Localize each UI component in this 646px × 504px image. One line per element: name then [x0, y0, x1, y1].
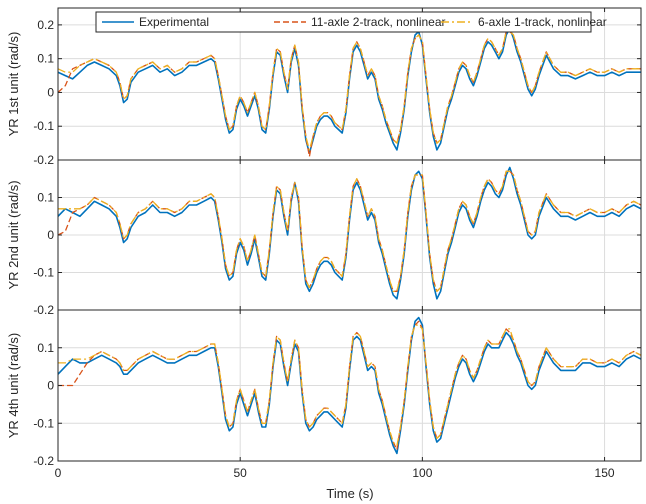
chart-panel-3: -0.2 -0.1 0 0.1 0 50 100 150 YR 4th unit (rad/s)	[6, 309, 642, 480]
chart-panels: -0.2-0.100.10.2YR 1st unit (rad/s)-0.2-0…	[6, 7, 642, 480]
chart-panel-1: -0.2 -0.1 0 0.1 0.2 YR 1st unit (rad/s)	[6, 7, 642, 167]
y-axis-label: YR 1st unit (rad/s)	[6, 32, 21, 137]
y-tick-label: 0.2	[37, 18, 54, 32]
legend-entry-label: 6-axle 1-track, nonlinear	[478, 15, 607, 29]
x-tick-label: 50	[234, 466, 248, 480]
y-tick-label: 0	[47, 85, 54, 99]
y-tick-label: -0.2	[33, 454, 54, 468]
y-axis-label: YR 2nd unit (rad/s)	[6, 180, 21, 289]
y-tick-label: 0.1	[37, 191, 54, 205]
x-tick-label: 100	[412, 466, 432, 480]
legend-box	[95, 11, 592, 33]
x-tick-label: 150	[595, 466, 615, 480]
y-tick-label: -0.2	[33, 303, 54, 317]
series-line-6-axle-1-track-nonlinear	[58, 170, 641, 292]
y-axis-label: YR 4th unit (rad/s)	[6, 333, 21, 439]
series-line-6-axle-1-track-nonlinear	[58, 324, 641, 447]
legend-entry-label: Experimental	[139, 15, 209, 29]
y-tick-label: 0	[47, 228, 54, 242]
y-tick-label: 0.1	[37, 52, 54, 66]
y-tick-label: -0.1	[33, 119, 54, 133]
series-line-experimental	[58, 27, 641, 154]
x-tick-label: 0	[55, 466, 62, 480]
y-tick-label: 0.1	[37, 341, 54, 355]
series-line-experimental	[58, 166, 641, 300]
chart-panel-2: -0.2 -0.1 0 0.1 YR 2nd unit (rad/s)	[6, 159, 642, 317]
legend: Experimental 11-axle 2-track, nonlinear 6-…	[95, 11, 607, 33]
y-tick-label: 0	[47, 379, 54, 393]
x-axis-label: Time (s)	[326, 486, 373, 501]
y-tick-label: -0.2	[33, 153, 54, 167]
y-tick-label: -0.1	[33, 416, 54, 430]
series-line-experimental	[58, 316, 641, 455]
legend-entry-label: 11-axle 2-track, nonlinear	[311, 15, 446, 29]
y-tick-label: -0.1	[33, 266, 54, 280]
series-line-6-axle-1-track-nonlinear	[58, 30, 641, 151]
